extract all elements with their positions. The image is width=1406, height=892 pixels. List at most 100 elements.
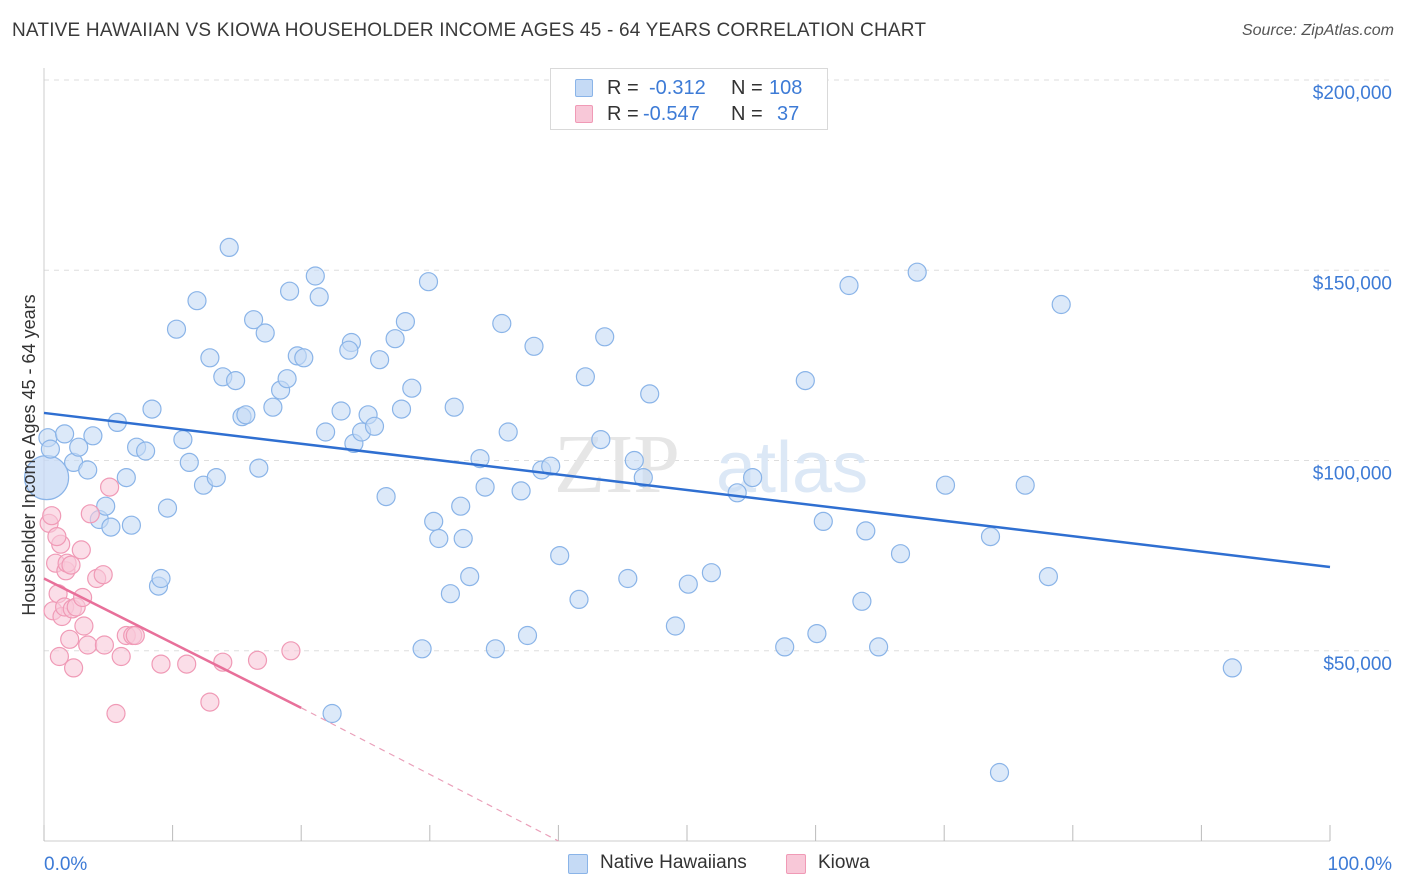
native-hawaiians-point: [907, 262, 927, 282]
native-hawaiians-point: [294, 348, 314, 368]
native-hawaiians-point: [485, 639, 505, 659]
kiowa-point: [47, 526, 67, 547]
native-hawaiians-point: [54, 424, 75, 444]
native-hawaiians-point: [678, 574, 698, 594]
native-hawaiians-point: [418, 272, 439, 292]
native-hawaiians-point: [470, 449, 490, 469]
native-hawaiians-point: [412, 639, 432, 659]
kiowa-point: [93, 565, 113, 585]
n-label: N =: [731, 77, 763, 99]
kiowa-trend-extension: [300, 707, 559, 842]
native-hawaiians-point: [813, 511, 833, 532]
r-label: R =: [607, 77, 639, 99]
kiowa-trend-line: [43, 577, 302, 709]
legend-label: Native Hawaiians: [600, 852, 747, 873]
axis-labels: $50,000 $100,000 $150,000 $200,000 0.0% 100.0…: [19, 83, 1392, 875]
kiowa-legend-swatch: [786, 854, 806, 874]
native-hawaiians-point: [633, 468, 653, 488]
chart-source: Source: ZipAtlas.com: [1241, 22, 1394, 39]
r-value: -0.312: [649, 77, 706, 99]
kiowa-point: [74, 616, 94, 636]
native-hawaiians-point: [316, 422, 336, 442]
native-hawaiians-point: [541, 456, 561, 476]
kiowa-point: [106, 703, 126, 724]
native-hawaiians-point: [727, 483, 747, 503]
native-hawaiians-point: [569, 589, 589, 610]
native-hawaiians-point: [1038, 566, 1059, 587]
chart-title: NATIVE HAWAIIAN VS KIOWA HOUSEHOLDER INC…: [12, 20, 927, 41]
native-hawaiians-point: [935, 475, 956, 495]
native-hawaiians-point: [249, 458, 269, 478]
native-hawaiians-point: [101, 517, 121, 537]
native-hawaiians-point: [807, 623, 827, 644]
watermark: ZIP atlas: [554, 418, 868, 511]
native-hawaiians-point: [173, 430, 193, 450]
native-hawaiians-point: [395, 312, 415, 332]
kiowa-point: [42, 506, 62, 526]
native-hawaiians-point: [575, 367, 596, 387]
kiowa-point: [94, 635, 115, 655]
y-tick-label: $200,000: [1313, 83, 1392, 104]
native-hawaiians-point: [219, 237, 239, 257]
stats-legend: R = -0.312 N = 108 R = -0.547 N = 37: [550, 68, 828, 130]
native-hawaiians-point: [280, 281, 300, 301]
native-hawaiians-point: [157, 498, 178, 518]
native-hawaiians-point: [511, 481, 531, 501]
kiowa-point: [49, 646, 70, 667]
native-hawaiians-point: [453, 528, 473, 549]
native-hawaiians-point: [451, 496, 471, 516]
native-hawaiians-point: [364, 416, 385, 436]
native-hawaiians-point: [1051, 294, 1071, 315]
legend-label: Kiowa: [818, 852, 870, 873]
native-hawaiians-point: [839, 275, 859, 296]
native-hawaiians-point: [475, 477, 495, 497]
native-hawaiians-point: [498, 422, 518, 442]
r-value: -0.547: [643, 103, 700, 125]
data-points: [23, 237, 1242, 783]
native-hawaiians-point: [701, 563, 722, 583]
kiowa-point: [177, 654, 197, 674]
x-tick-label-max: 100.0%: [1328, 854, 1393, 875]
native-hawaiians-point: [305, 266, 325, 286]
y-tick-label: $150,000: [1313, 273, 1392, 294]
native-hawaiians-point: [83, 426, 103, 446]
native-hawaiians-point: [116, 468, 136, 488]
y-tick-label: $100,000: [1313, 464, 1392, 485]
native-hawaiians-point: [187, 291, 207, 311]
r-label: R =: [607, 103, 639, 125]
trend-lines: [43, 411, 1331, 842]
native-hawaiians-point: [226, 371, 246, 391]
native-hawaiians-point: [376, 487, 396, 507]
native-hawaiians-point: [206, 468, 226, 488]
gridlines: [44, 79, 1392, 652]
kiowa-point: [71, 540, 91, 560]
native-hawaiians-point: [200, 348, 220, 368]
native-hawaiians-point: [595, 327, 615, 347]
native-hawaiians-point: [492, 313, 512, 334]
native-hawaiians-point: [980, 526, 1001, 547]
kiowa-point: [61, 555, 81, 575]
watermark-zip: ZIP: [554, 418, 680, 511]
native-hawaiians-point: [151, 568, 171, 589]
native-hawaiians-point: [142, 399, 162, 419]
native-hawaiians-point: [742, 468, 763, 488]
kiowa-point: [60, 629, 80, 649]
kiowa-point: [281, 641, 301, 661]
native-hawaiians-point: [795, 371, 815, 391]
native-hawaiians-point: [370, 350, 390, 370]
native-hawaiians-point: [618, 568, 638, 589]
native-hawaiians-point: [331, 401, 351, 421]
native-hawaiians-point: [440, 584, 460, 604]
kiowa-swatch: [575, 105, 593, 123]
native-hawaiians-point: [852, 591, 872, 611]
kiowa-point: [63, 658, 84, 678]
kiowa-point: [200, 692, 220, 712]
native-hawaiians-point: [424, 511, 444, 532]
native-hawaiians-point: [591, 430, 611, 450]
native-hawaiians-point: [78, 460, 98, 480]
native-hawaiians-point: [640, 384, 660, 404]
native-hawaiians-point: [166, 319, 187, 339]
native-hawaiians-point: [121, 515, 141, 535]
native-hawaiians-point: [277, 369, 297, 389]
